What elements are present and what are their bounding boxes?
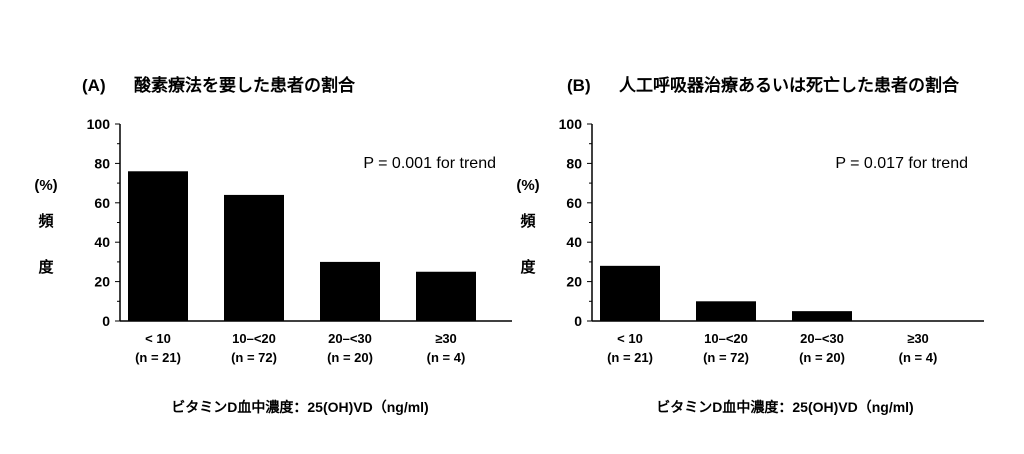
- x-tick-label: < 10: [145, 331, 171, 346]
- x-tick-n-label: (n = 4): [899, 350, 938, 365]
- y-tick-label: 80: [94, 155, 110, 171]
- y-axis-label: (%): [34, 177, 57, 194]
- x-tick-n-label: (n = 72): [703, 350, 749, 365]
- chart-panel-b: (B) 人工呼吸器治療あるいは死亡した患者の割合 0 20 40 60 80 100 < 10 (…: [516, 75, 984, 415]
- bar: [792, 311, 852, 321]
- trend-p-value: P = 0.017 for trend: [835, 155, 968, 172]
- y-axis-label: 頻: [38, 212, 53, 230]
- y-axis-label: 度: [38, 258, 54, 276]
- chart-panel-a: (A) 酸素療法を要した患者の割合 0 20 40 60 80 100 < 10 (n = 21)…: [34, 75, 512, 415]
- x-tick-n-label: (n = 21): [135, 350, 181, 365]
- x-tick-label: ≥30: [907, 331, 929, 346]
- y-axis-label: 度: [520, 258, 536, 276]
- x-tick-label: 20–<30: [328, 331, 372, 346]
- x-axis-label: ビタミンD血中濃度：25(OH)VD（ng/ml): [171, 399, 428, 415]
- x-tick-label: 10–<20: [232, 331, 276, 346]
- bar: [696, 301, 756, 321]
- y-tick-label: 0: [574, 313, 582, 329]
- y-tick-label: 20: [94, 274, 110, 290]
- x-tick-label: ≥30: [435, 331, 457, 346]
- y-tick-label: 80: [566, 155, 582, 171]
- trend-p-value: P = 0.001 for trend: [363, 155, 496, 172]
- x-tick-n-label: (n = 72): [231, 350, 277, 365]
- y-tick-label: 40: [566, 234, 582, 250]
- chart-title: 酸素療法を要した患者の割合: [134, 75, 356, 95]
- y-tick-label: 100: [87, 116, 111, 132]
- x-tick-label: 10–<20: [704, 331, 748, 346]
- y-tick-label: 20: [566, 274, 582, 290]
- x-tick-label: 20–<30: [800, 331, 844, 346]
- panel-label: (B): [567, 76, 591, 95]
- y-tick-label: 60: [566, 195, 582, 211]
- y-axis-label: (%): [516, 177, 539, 194]
- y-tick-label: 40: [94, 234, 110, 250]
- y-tick-label: 100: [559, 116, 583, 132]
- bar: [416, 271, 476, 321]
- y-axis-label: 頻: [520, 212, 535, 230]
- x-tick-n-label: (n = 4): [427, 350, 466, 365]
- bar: [224, 194, 284, 321]
- x-tick-label: < 10: [617, 331, 643, 346]
- x-axis-label: ビタミンD血中濃度：25(OH)VD（ng/ml): [656, 399, 913, 415]
- bar: [128, 171, 188, 321]
- x-tick-n-label: (n = 20): [799, 350, 845, 365]
- bar: [600, 265, 660, 321]
- bar: [320, 261, 380, 321]
- x-tick-n-label: (n = 20): [327, 350, 373, 365]
- chart-title: 人工呼吸器治療あるいは死亡した患者の割合: [619, 75, 960, 95]
- panel-label: (A): [82, 76, 106, 95]
- y-tick-label: 0: [102, 313, 110, 329]
- y-tick-label: 60: [94, 195, 110, 211]
- x-tick-n-label: (n = 21): [607, 350, 653, 365]
